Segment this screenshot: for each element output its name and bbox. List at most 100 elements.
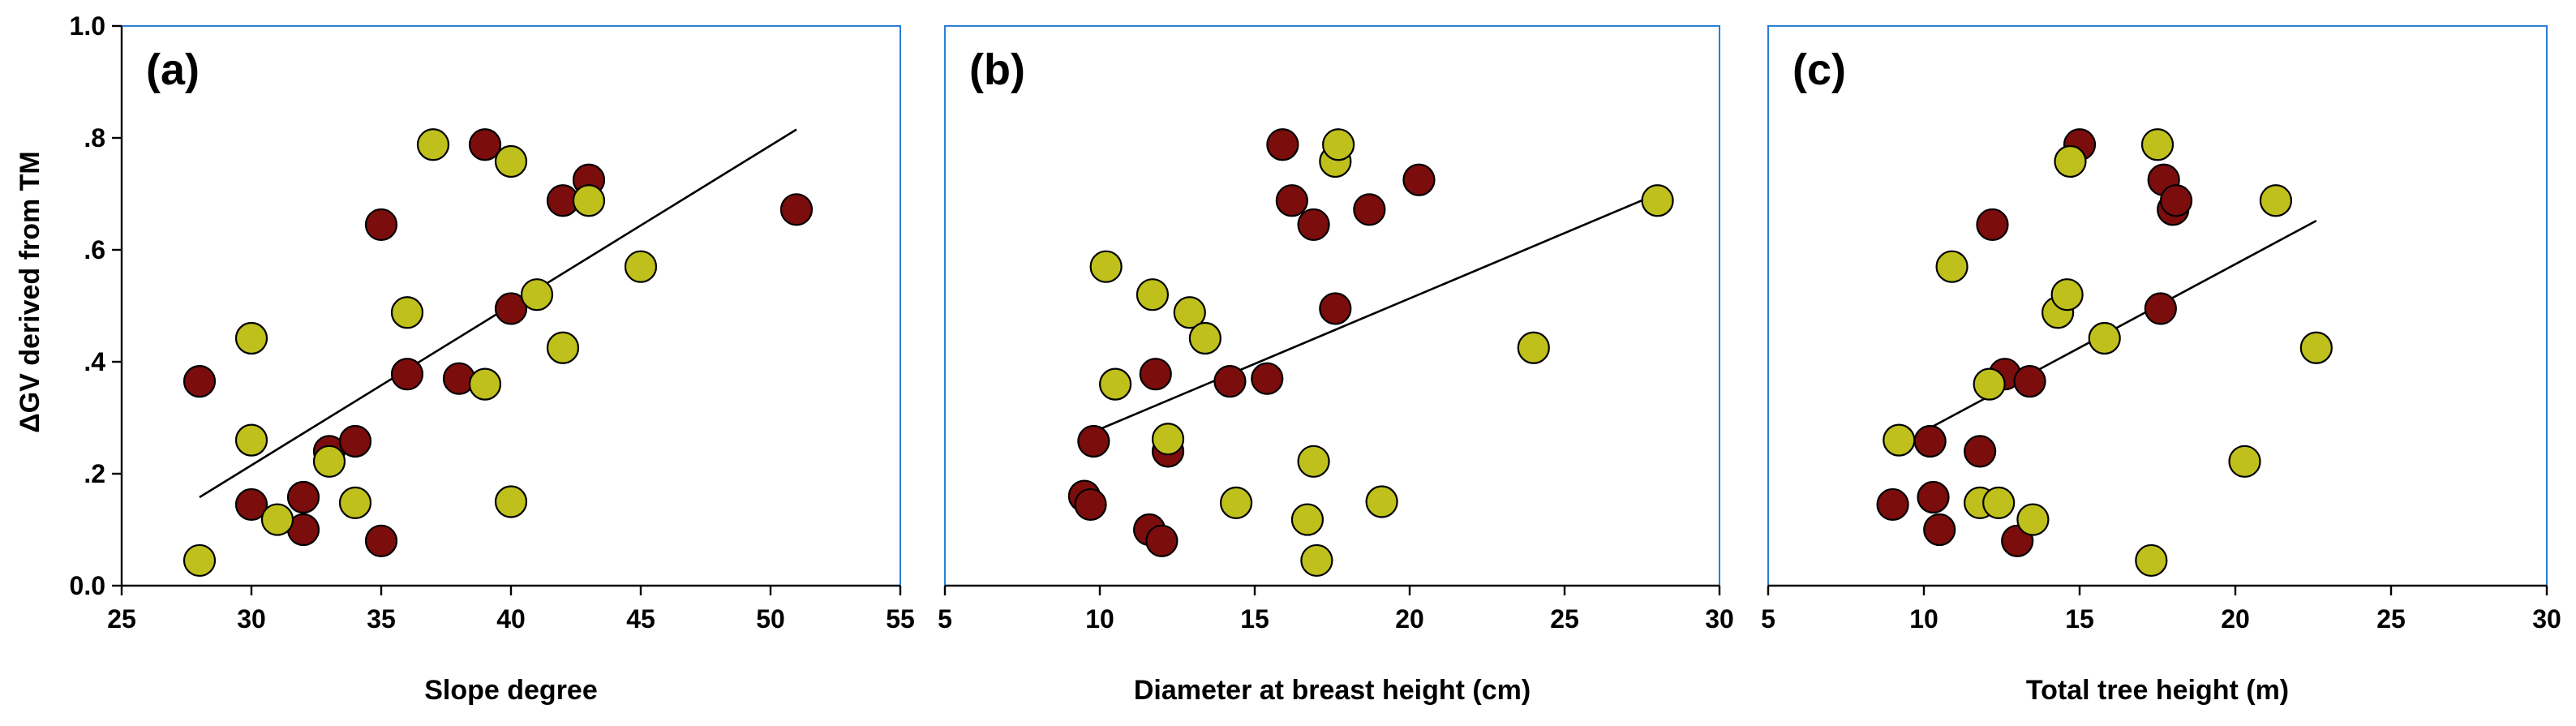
data-point-yellow [416,128,450,161]
data-point-yellow [338,486,372,519]
data-point-red [338,424,372,458]
panel-c: 5 10 15 20 25 30 Total tree height (m) (c) [1761,25,2561,706]
trend-line [1093,192,1659,433]
data-point-yellow [234,423,268,457]
x-tick-label: 10 [1909,604,1938,634]
panel-b: 5 10 15 20 25 30 Diameter at breast height (cm… [938,25,1734,706]
data-point-red [286,480,320,514]
data-point-yellow [2050,278,2084,311]
data-point-red [1139,358,1172,391]
data-point-red [1319,292,1352,325]
data-point-red [2144,292,2177,325]
data-point-red [1266,128,1299,161]
x-tick-label: 30 [1705,604,1734,634]
data-point-yellow [1935,250,1968,283]
data-point-red [468,128,502,161]
x-tick-label: 15 [2065,604,2094,634]
data-point-yellow [2135,543,2168,578]
data-point-yellow [390,296,424,329]
data-point-red [1213,365,1247,398]
x-tick-label: 20 [2221,604,2250,634]
data-point-red [779,193,814,226]
data-point-red [1917,480,1950,514]
data-point-yellow [1098,367,1132,401]
data-point-yellow [1322,128,1355,161]
y-axis-title: ΔGV derived from TM [15,151,45,433]
data-point-yellow [624,250,658,283]
data-point-yellow [1641,184,1674,217]
data-point-red [1964,435,1997,468]
x-tick-label: 15 [1240,604,1269,634]
data-point-yellow [520,278,554,311]
data-point-red [494,292,528,325]
x-tick-label: 10 [1085,604,1114,634]
y-tick-label: 1.0 [70,11,105,41]
y-tick-label: .2 [84,459,105,488]
panel-label: (a) [146,45,200,94]
data-point-yellow [234,321,268,355]
data-point-yellow [312,445,346,478]
x-tick-label: 25 [1550,604,1579,634]
data-point-yellow [494,485,528,518]
data-point-yellow [1300,543,1333,578]
data-point-yellow [2259,184,2293,217]
data-point-yellow [546,331,580,364]
x-tick-label: 35 [367,604,396,634]
data-point-red [364,208,398,242]
data-point-red [1353,193,1386,226]
data-point-red [182,365,217,398]
x-tick-label: 40 [496,604,526,634]
data-point-red [1251,362,1284,395]
data-point-yellow [260,503,294,536]
x-axis-title: Slope degree [424,675,598,706]
data-point-yellow [2088,321,2121,355]
x-axis-title: Total tree height (m) [2026,675,2289,706]
data-point-yellow [1173,296,1206,329]
x-tick-label: 20 [1395,604,1424,634]
data-point-red [2159,184,2193,217]
data-point-red [1275,184,1308,217]
y-tick-label: .4 [84,347,105,376]
y-tick-label: .8 [84,123,105,153]
y-tick-label: 0.0 [70,571,105,600]
x-tick-label: 50 [756,604,785,634]
y-tick-label: .6 [84,235,105,264]
data-point-yellow [182,543,217,578]
data-point-yellow [1365,485,1398,518]
data-point-red [1976,208,2009,242]
data-point-yellow [2140,128,2175,161]
x-tick-label: 45 [626,604,655,634]
x-tick-label: 25 [2376,604,2406,634]
data-point-yellow [1151,423,1185,456]
data-point-yellow [494,144,528,178]
data-point-yellow [2054,144,2087,178]
data-point-yellow [1290,503,1324,536]
data-point-red [2013,365,2046,398]
data-point-red [1077,424,1110,458]
x-tick-label: 5 [938,604,952,634]
trend-line [1917,219,2317,436]
data-point-yellow [572,184,606,217]
data-point-yellow [1136,278,1170,311]
data-point-red [364,524,398,557]
x-tick-label: 30 [237,604,266,634]
data-point-red [1923,513,1956,547]
x-tick-label: 25 [107,604,136,634]
data-point-red [1913,424,1947,458]
data-point-red [234,488,268,522]
data-point-red [1402,163,1436,196]
data-point-yellow [1297,445,1330,478]
data-point-red [1876,488,1909,522]
x-tick-label: 5 [1761,604,1775,634]
data-point-yellow [2299,331,2333,364]
panel-label: (c) [1792,45,1846,94]
data-point-yellow [1973,367,2006,401]
data-point-yellow [1883,423,1916,457]
x-tick-label: 30 [2532,604,2561,634]
data-point-red [390,358,424,391]
data-point-yellow [468,367,502,401]
data-point-yellow [1089,250,1123,283]
x-axis-title: Diameter at breast height (cm) [1134,675,1531,706]
data-point-red [1074,488,1107,522]
